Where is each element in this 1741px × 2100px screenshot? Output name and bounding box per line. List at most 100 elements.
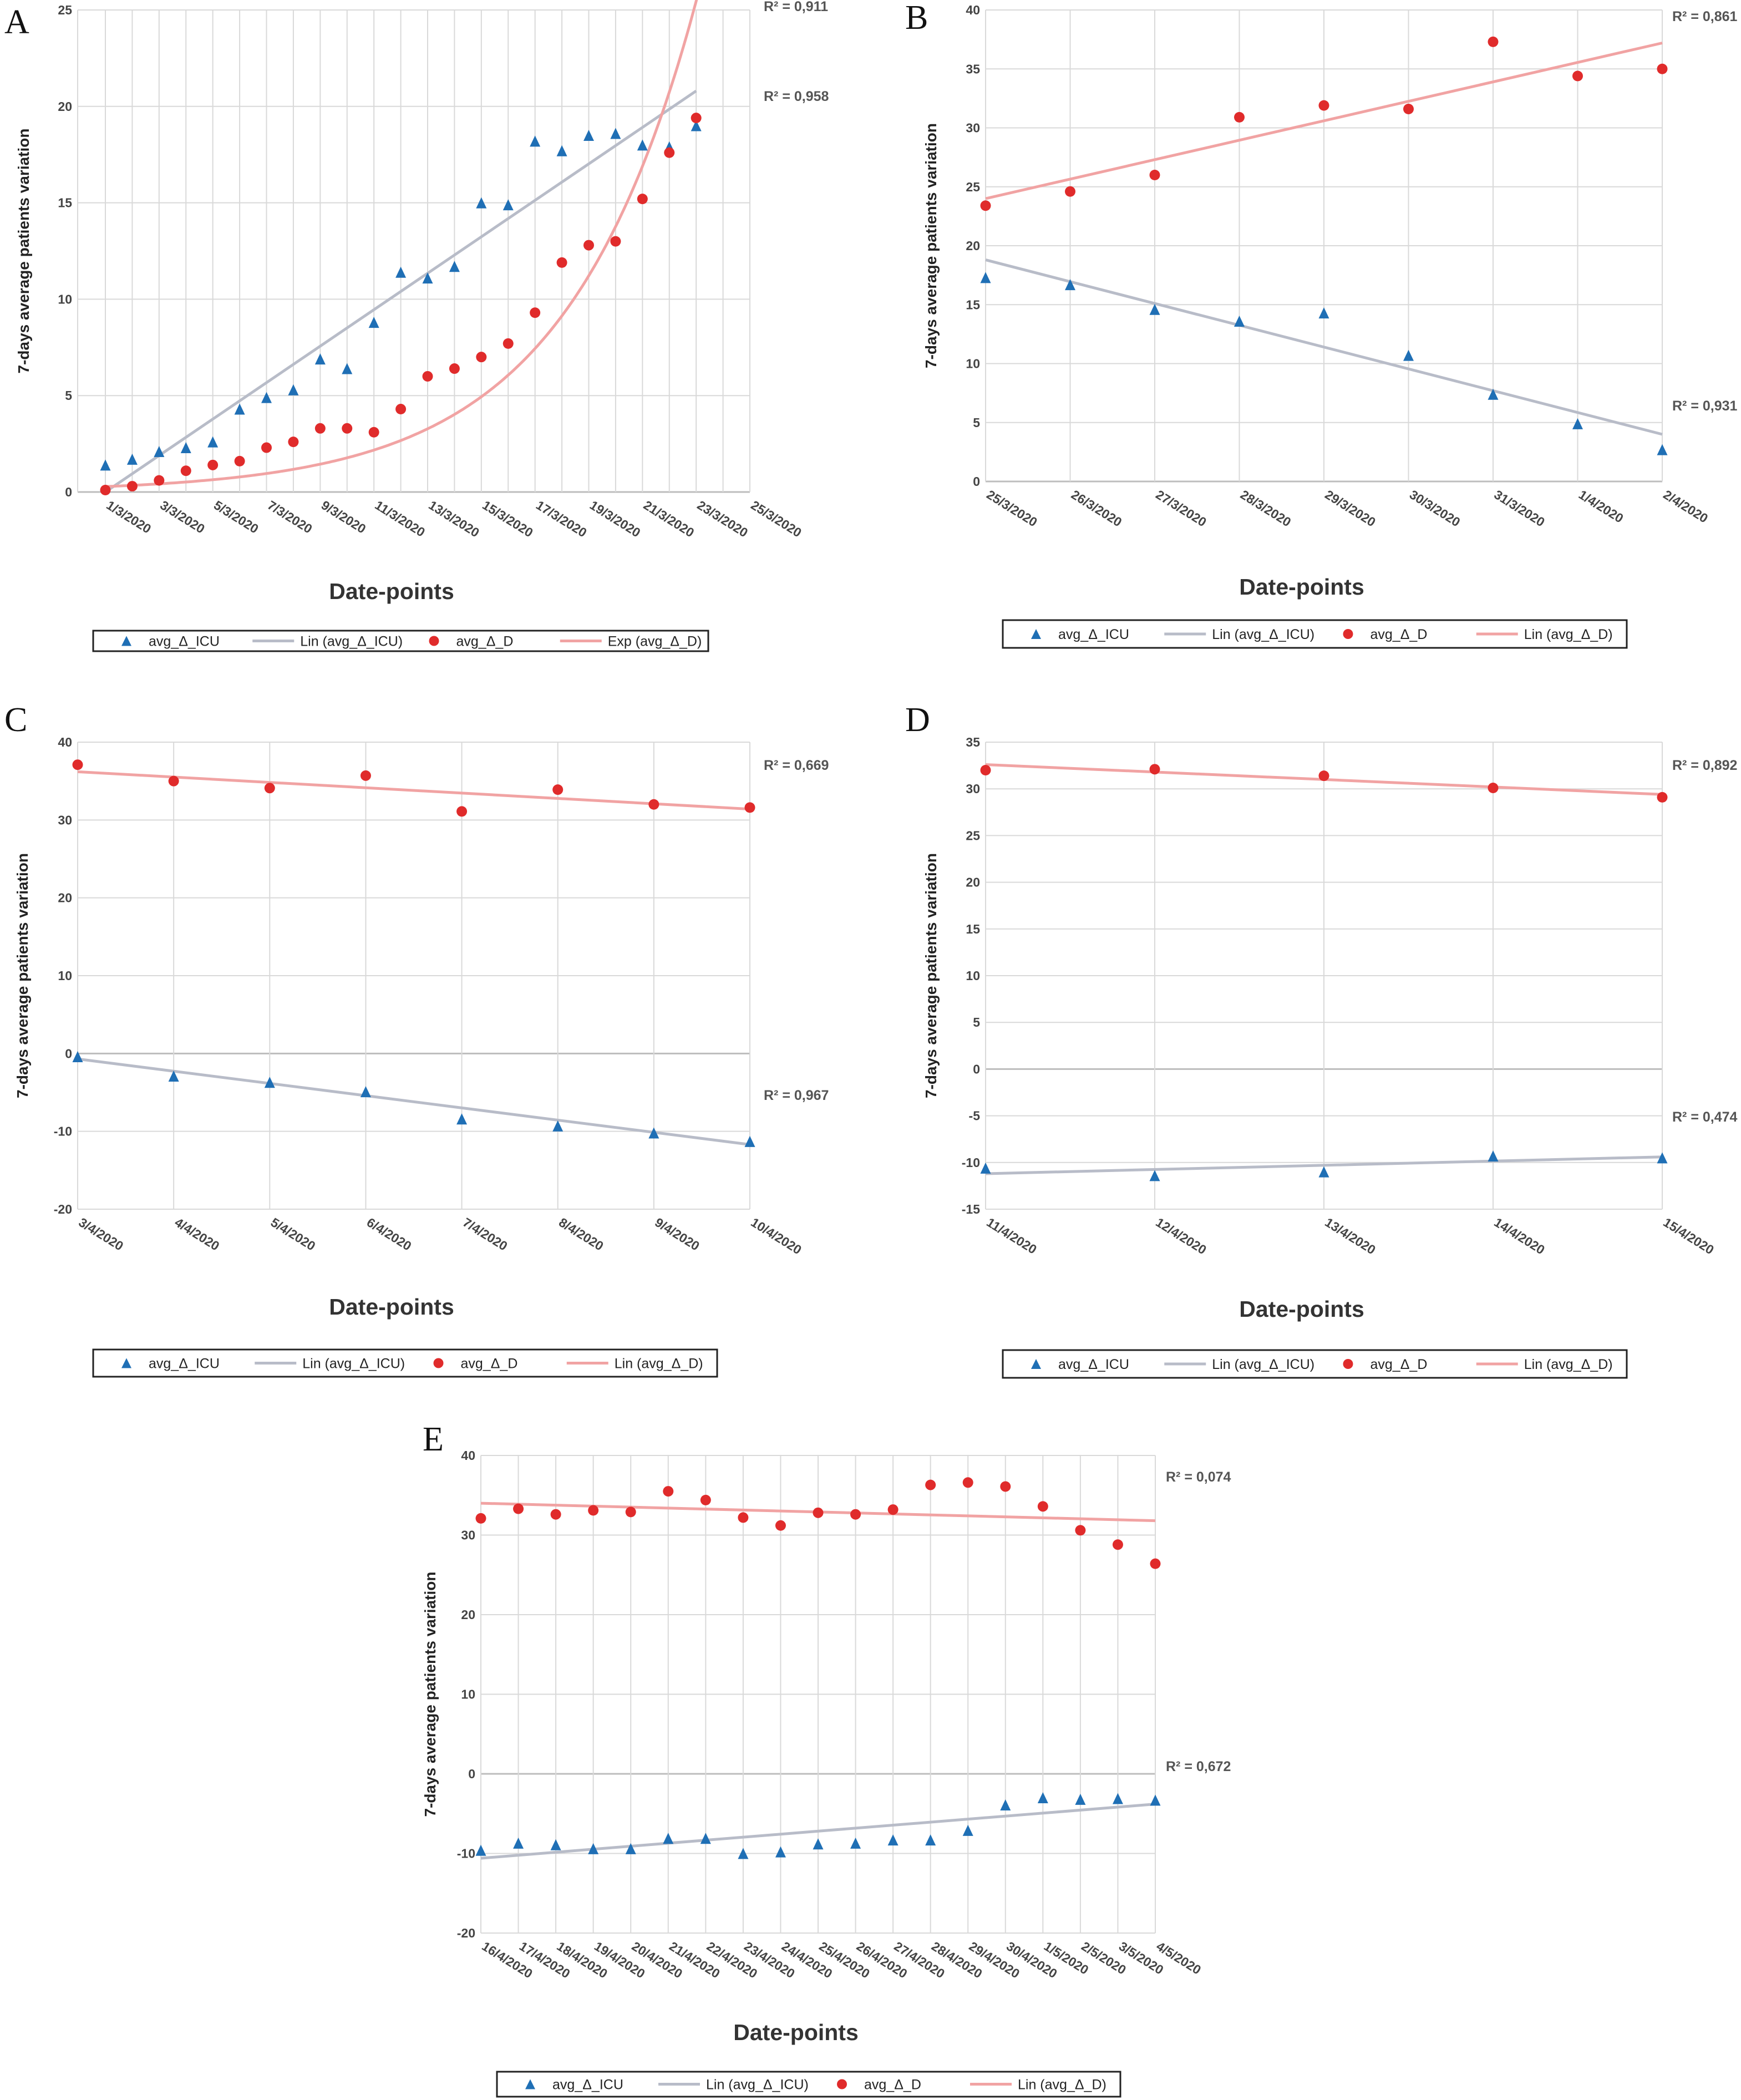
x-tick-label: 5/4/2020 xyxy=(268,1215,318,1253)
panel-letter: C xyxy=(4,701,27,739)
data-point-death xyxy=(610,236,621,247)
y-tick-label: 10 xyxy=(966,357,980,371)
data-point-icu xyxy=(368,317,379,328)
x-axis-title: Date-points xyxy=(733,2020,859,2045)
legend-label: avg_Δ_ICU xyxy=(149,1356,220,1372)
legend-icu-marker xyxy=(121,1358,131,1368)
x-tick-label: 4/4/2020 xyxy=(172,1215,222,1253)
data-point-icu xyxy=(1318,307,1329,319)
data-point-icu xyxy=(264,1077,275,1088)
data-point-icu xyxy=(476,197,487,209)
y-tick-label: 15 xyxy=(966,922,980,936)
data-point-icu xyxy=(449,261,460,272)
data-point-icu xyxy=(207,436,219,448)
r-squared-label: R² = 0,911 xyxy=(764,0,828,14)
data-point-icu xyxy=(154,446,165,458)
data-point-icu xyxy=(1488,388,1499,400)
data-point-death xyxy=(1488,36,1499,47)
data-point-death xyxy=(368,427,379,438)
legend-label: avg_Δ_D xyxy=(864,2077,921,2093)
data-point-death xyxy=(264,783,275,794)
data-point-icu xyxy=(1037,1792,1048,1804)
data-point-death xyxy=(980,765,991,776)
data-point-icu xyxy=(887,1834,899,1846)
legend-label: avg_Δ_D xyxy=(456,634,514,650)
data-point-death xyxy=(1149,764,1160,775)
legend-death-marker xyxy=(433,1358,444,1368)
data-point-icu xyxy=(637,139,648,151)
data-point-death xyxy=(456,806,468,817)
y-tick-label: 20 xyxy=(58,99,72,114)
x-tick-label: 2/4/2020 xyxy=(1661,487,1710,525)
legend-label: Lin (avg_Δ_ICU) xyxy=(706,2077,809,2093)
data-point-icu xyxy=(395,266,407,278)
x-tick-label: 13/3/2020 xyxy=(426,498,482,540)
data-point-death xyxy=(100,485,111,496)
chart-panel-c: C -20 -10 0 10 20 30 40 3/4/2020 4/4/2020 5/4/2020… xyxy=(4,701,829,1378)
x-tick-label: 7/3/2020 xyxy=(265,498,315,536)
y-tick-label: -20 xyxy=(54,1202,72,1216)
data-point-icu xyxy=(1403,349,1414,361)
x-tick-label: 27/3/2020 xyxy=(1153,487,1209,529)
legend-label: avg_Δ_ICU xyxy=(1058,1357,1129,1372)
data-point-death xyxy=(925,1479,936,1490)
x-tick-label: 11/3/2020 xyxy=(373,498,428,540)
legend-label: avg_Δ_ICU xyxy=(149,634,220,650)
data-point-death xyxy=(476,352,487,363)
data-point-death xyxy=(691,113,702,124)
r-squared-label: R² = 0,474 xyxy=(1672,1109,1738,1125)
y-tick-label: 5 xyxy=(973,415,980,430)
data-point-death xyxy=(342,423,353,434)
y-tick-label: 5 xyxy=(65,388,72,403)
y-tick-label: 5 xyxy=(973,1015,980,1029)
data-point-icu xyxy=(360,1086,371,1098)
data-point-icu xyxy=(1149,303,1160,315)
data-point-icu xyxy=(1657,1152,1668,1164)
data-point-death xyxy=(530,307,541,318)
data-point-death xyxy=(813,1507,824,1518)
data-point-death xyxy=(1037,1501,1048,1512)
legend-icu-marker xyxy=(1031,629,1041,639)
legend-death-marker xyxy=(1343,629,1353,639)
legend-death-marker xyxy=(429,636,439,646)
data-point-icu xyxy=(962,1824,973,1836)
data-point-icu xyxy=(530,135,541,147)
y-tick-label: 10 xyxy=(461,1687,475,1702)
y-tick-label: 40 xyxy=(461,1448,475,1463)
legend-label: avg_Δ_ICU xyxy=(1058,627,1129,642)
data-point-icu xyxy=(775,1846,786,1858)
r-squared-label: R² = 0,074 xyxy=(1166,1469,1231,1485)
legend-box xyxy=(1002,1349,1628,1379)
data-point-death xyxy=(502,338,514,349)
data-point-death xyxy=(887,1504,899,1515)
y-axis-title: 7-days average patients variation xyxy=(422,1572,439,1817)
data-point-death xyxy=(475,1513,486,1524)
data-point-death xyxy=(1657,63,1668,74)
legend-death-marker xyxy=(1343,1359,1353,1369)
data-point-icu xyxy=(744,1135,755,1147)
trendline-death xyxy=(77,770,750,811)
data-point-death xyxy=(1065,186,1075,197)
y-tick-label: 0 xyxy=(973,1062,980,1076)
data-point-death xyxy=(422,371,433,382)
y-tick-label: -15 xyxy=(962,1202,980,1216)
y-axis-title: 7-days average patients variation xyxy=(14,853,31,1098)
x-axis-title: Date-points xyxy=(329,579,454,604)
chart-panel-e: E-20-1001020304016/4/202017/4/202018/4/2… xyxy=(422,1421,1231,2098)
data-point-icu xyxy=(588,1843,599,1854)
x-tick-label: 15/3/2020 xyxy=(480,498,536,540)
legend-icu-marker xyxy=(1031,1359,1041,1369)
data-point-icu xyxy=(126,453,138,465)
x-tick-label: 14/4/2020 xyxy=(1491,1215,1547,1257)
data-point-icu xyxy=(980,272,991,283)
data-point-icu xyxy=(691,120,702,131)
data-point-icu xyxy=(72,1051,83,1062)
data-point-icu xyxy=(1572,418,1583,429)
legend-label: avg_Δ_D xyxy=(1371,627,1428,642)
x-tick-label: 1/3/2020 xyxy=(104,498,154,536)
data-point-death xyxy=(513,1503,524,1514)
legend-icu-marker xyxy=(121,636,131,646)
data-point-death xyxy=(126,481,138,492)
data-point-icu xyxy=(925,1834,936,1846)
y-tick-label: -10 xyxy=(54,1124,72,1139)
